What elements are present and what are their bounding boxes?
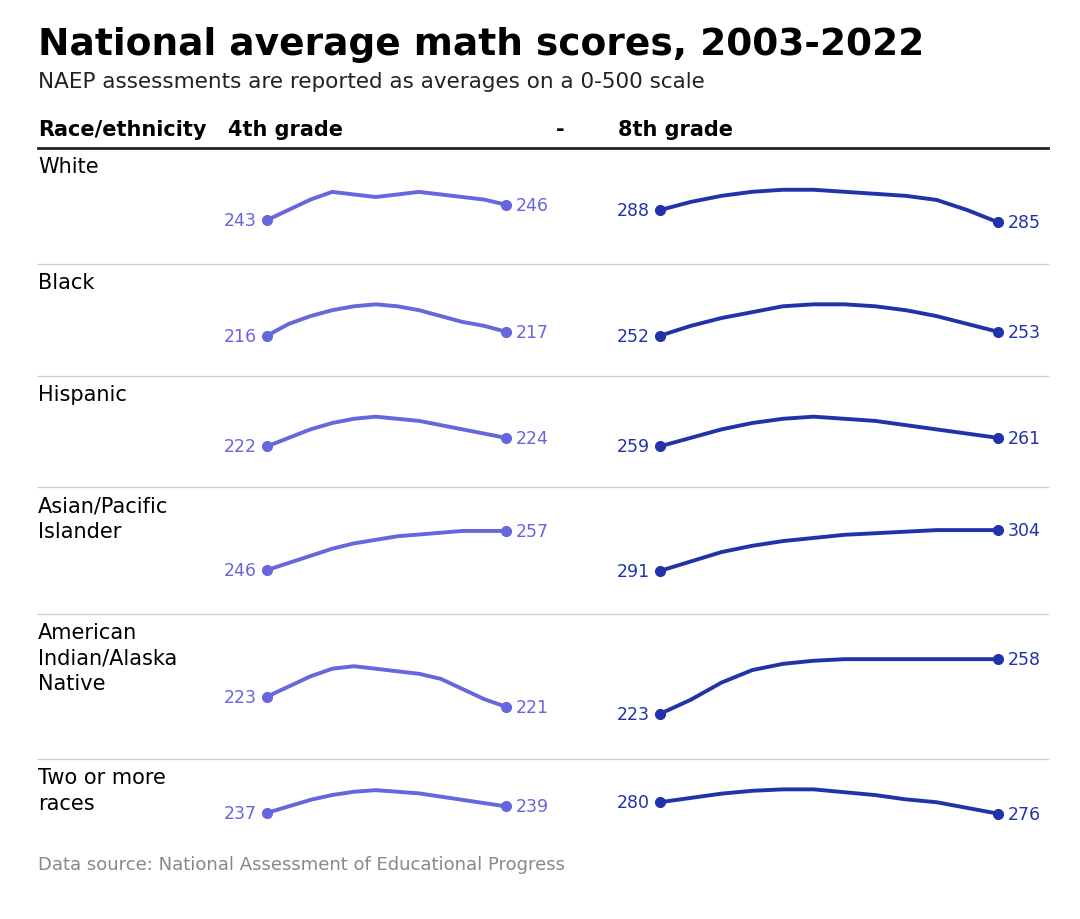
Text: 261: 261 <box>1008 429 1041 448</box>
Text: 221: 221 <box>516 698 549 716</box>
Text: 304: 304 <box>1008 522 1041 539</box>
Text: 280: 280 <box>617 793 650 811</box>
Text: Data source: National Assessment of Educational Progress: Data source: National Assessment of Educ… <box>38 855 565 873</box>
Text: 8th grade: 8th grade <box>618 119 733 140</box>
Text: Hispanic: Hispanic <box>38 384 126 404</box>
Text: 259: 259 <box>617 437 650 456</box>
Text: National average math scores, 2003-2022: National average math scores, 2003-2022 <box>38 27 924 62</box>
Text: 243: 243 <box>225 212 257 230</box>
Text: White: White <box>38 157 98 176</box>
Text: 285: 285 <box>1008 214 1041 232</box>
Text: 246: 246 <box>516 197 549 214</box>
Text: 224: 224 <box>516 429 549 448</box>
Text: Race/ethnicity: Race/ethnicity <box>38 119 206 140</box>
Text: 257: 257 <box>516 522 549 540</box>
Text: 291: 291 <box>617 562 650 580</box>
Text: 288: 288 <box>617 202 650 220</box>
Text: 239: 239 <box>516 798 549 815</box>
Text: Asian/Pacific
Islander: Asian/Pacific Islander <box>38 495 168 541</box>
Text: 223: 223 <box>617 705 650 723</box>
Text: Black: Black <box>38 273 94 292</box>
Text: 216: 216 <box>224 327 257 346</box>
Text: 253: 253 <box>1008 323 1041 341</box>
Text: American
Indian/Alaska
Native: American Indian/Alaska Native <box>38 622 177 694</box>
Text: 252: 252 <box>617 327 650 346</box>
Text: -: - <box>556 119 565 140</box>
Text: NAEP assessments are reported as averages on a 0-500 scale: NAEP assessments are reported as average… <box>38 72 705 92</box>
Text: 258: 258 <box>1008 651 1041 668</box>
Text: 276: 276 <box>1008 805 1041 823</box>
Text: 246: 246 <box>224 562 257 579</box>
Text: 4th grade: 4th grade <box>228 119 343 140</box>
Text: 217: 217 <box>516 323 549 341</box>
Text: Two or more
races: Two or more races <box>38 767 166 812</box>
Text: 223: 223 <box>224 688 257 706</box>
Text: 222: 222 <box>224 437 257 456</box>
Text: 237: 237 <box>224 804 257 822</box>
